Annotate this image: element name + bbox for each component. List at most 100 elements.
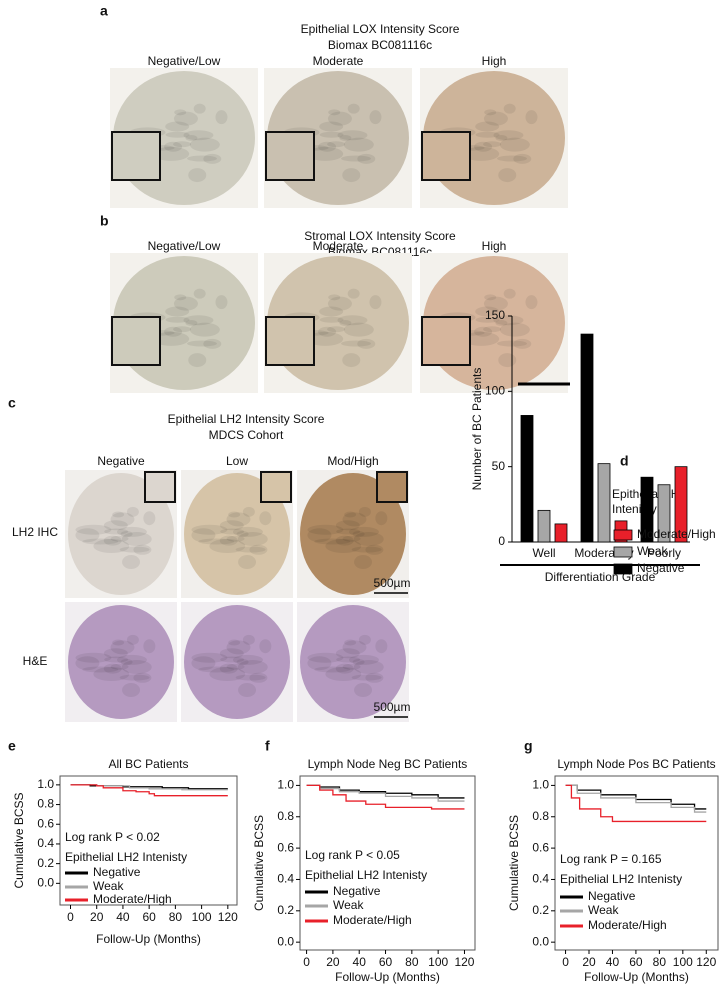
texture <box>335 520 360 531</box>
texture <box>232 526 263 537</box>
column-label: Negative/Low <box>148 239 221 253</box>
texture <box>122 555 141 570</box>
texture <box>314 666 351 673</box>
texture <box>185 135 198 141</box>
y-axis-label: Number of BC Patients <box>470 368 484 491</box>
row-label: H&E <box>23 654 48 668</box>
survival-curve <box>306 784 465 802</box>
texture <box>351 546 382 553</box>
texture <box>335 535 354 546</box>
texture <box>499 137 530 152</box>
texture <box>348 526 379 537</box>
texture <box>93 667 130 682</box>
texture <box>174 109 187 116</box>
y-tick-label: 0.0 <box>277 934 294 948</box>
panel-title: Epithelial LOX Intensity Score <box>301 22 460 36</box>
texture <box>188 168 207 183</box>
column-label: Negative <box>97 454 145 468</box>
legend-label: Weak <box>93 879 124 893</box>
texture <box>193 288 206 299</box>
row-label: LH2 IHC <box>12 525 58 539</box>
plot-frame <box>299 775 476 951</box>
texture <box>226 512 251 527</box>
texture <box>475 121 500 132</box>
texture <box>498 353 517 368</box>
texture <box>307 656 332 671</box>
column-label: Moderate <box>313 54 364 68</box>
texture <box>498 168 517 183</box>
texture <box>483 326 502 333</box>
texture <box>215 110 228 125</box>
texture <box>354 683 373 698</box>
legend-swatch <box>613 563 633 575</box>
texture <box>203 153 222 164</box>
x-axis-label: Follow-Up (Months) <box>335 970 440 984</box>
x-tick-label: 80 <box>653 955 667 969</box>
bar <box>554 523 568 543</box>
panel-label: c <box>8 395 16 411</box>
texture <box>483 296 508 311</box>
texture <box>328 109 341 116</box>
survival-curve <box>565 784 707 823</box>
texture <box>369 110 382 125</box>
legend-label: Negative <box>588 889 636 903</box>
texture <box>104 528 129 535</box>
texture <box>219 663 238 674</box>
texture <box>325 667 362 682</box>
texture <box>187 340 218 347</box>
texture <box>238 555 257 570</box>
texture <box>228 639 241 646</box>
texture <box>232 654 263 665</box>
texture <box>463 331 500 346</box>
y-tick-label: 100 <box>485 384 505 398</box>
chart-title: All BC Patients <box>108 757 188 771</box>
texture <box>183 315 214 326</box>
texture <box>191 652 228 663</box>
texture <box>122 683 141 698</box>
legend-title: Epithelial LH2 Intenisty <box>305 868 427 882</box>
y-tick-label: 0.2 <box>532 903 549 917</box>
tissue <box>68 605 174 719</box>
y-tick-label: 0.0 <box>37 876 54 890</box>
texture <box>133 672 152 683</box>
texture <box>119 546 150 553</box>
texture <box>365 544 384 555</box>
texture <box>327 141 346 148</box>
texture <box>133 544 152 555</box>
texture <box>112 639 125 646</box>
texture <box>495 135 508 141</box>
texture <box>219 520 244 531</box>
x-axis-label: Follow-Up (Months) <box>96 932 201 946</box>
texture <box>327 111 352 126</box>
bar <box>597 463 611 543</box>
texture <box>249 544 268 555</box>
texture <box>319 316 344 323</box>
texture <box>209 539 246 554</box>
y-tick-label: 0.8 <box>532 809 549 823</box>
y-tick-label: 0.6 <box>37 816 54 830</box>
texture <box>513 338 532 349</box>
texture <box>237 532 268 547</box>
inset <box>111 316 161 366</box>
inset <box>421 131 471 181</box>
scale-label: 500µm <box>374 700 411 714</box>
texture <box>103 648 128 659</box>
texture <box>187 155 218 162</box>
texture <box>110 663 129 670</box>
texture <box>203 338 222 349</box>
texture <box>110 535 129 542</box>
x-tick-label: 80 <box>169 910 183 924</box>
texture <box>173 326 192 333</box>
texture <box>193 103 206 114</box>
legend-label: Weak <box>637 544 668 558</box>
texture <box>328 294 341 301</box>
texture <box>104 656 129 663</box>
y-tick-label: 1.0 <box>37 777 54 791</box>
texture <box>236 659 249 665</box>
survival-curve <box>70 784 228 797</box>
x-tick-label: 100 <box>192 910 212 924</box>
x-tick-label: 60 <box>142 910 156 924</box>
x-tick-label: 100 <box>428 955 448 969</box>
x-tick-label: 120 <box>454 955 474 969</box>
texture <box>189 137 220 152</box>
